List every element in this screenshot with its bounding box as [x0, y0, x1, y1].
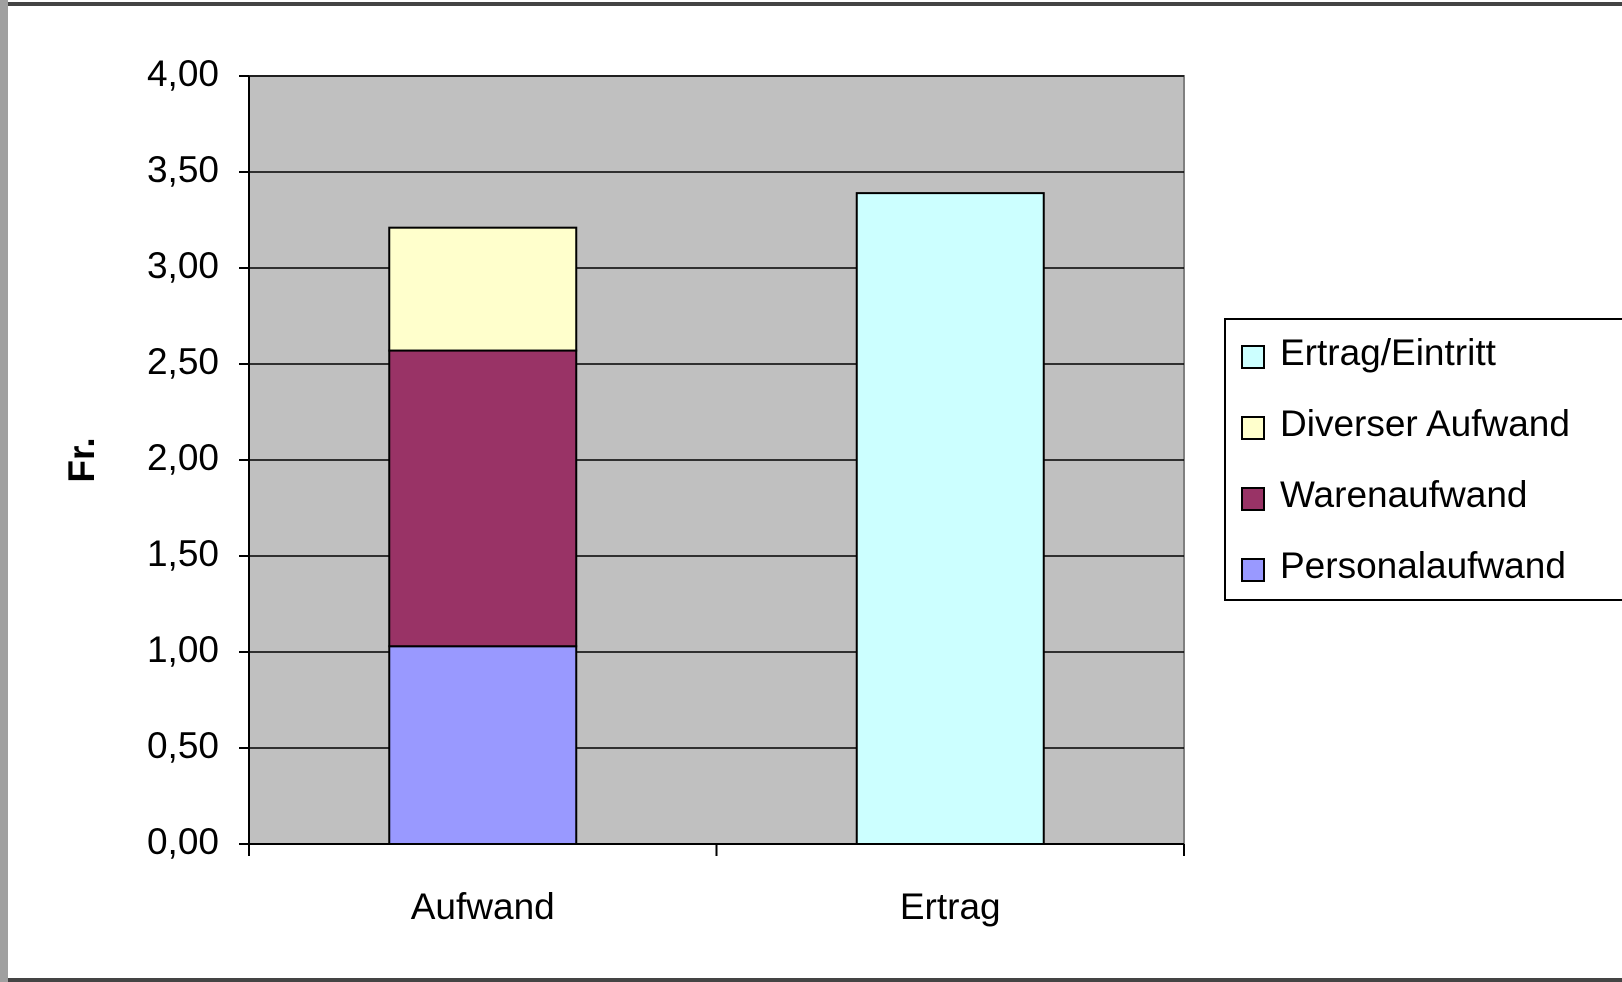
legend-label: Personalaufwand: [1280, 545, 1566, 586]
y-tick-label: 4,00: [147, 53, 219, 94]
y-axis-label: Fr.: [61, 437, 102, 482]
y-tick-label: 3,00: [147, 245, 219, 286]
legend-box: [1224, 318, 1622, 601]
legend-swatch: [1241, 558, 1265, 582]
y-tick-label: 1,50: [147, 533, 219, 574]
legend-label: Ertrag/Eintritt: [1280, 332, 1497, 373]
window-edge: [0, 0, 8, 982]
bar-segment: [388, 645, 578, 845]
y-tick-label: 0,00: [147, 821, 219, 862]
legend-label: Warenaufwand: [1280, 474, 1528, 515]
y-tick-label: 2,00: [147, 437, 219, 478]
y-tick-label: 2,50: [147, 341, 219, 382]
legend-swatch: [1241, 487, 1265, 511]
bar-segment: [388, 226, 578, 352]
bar-segment: [388, 349, 578, 648]
y-tick-label: 1,00: [147, 629, 219, 670]
legend-label: Diverser Aufwand: [1280, 403, 1570, 444]
legend-swatch: [1241, 345, 1265, 369]
legend-swatch: [1241, 416, 1265, 440]
bar-segment: [855, 192, 1045, 845]
y-tick-label: 3,50: [147, 149, 219, 190]
x-tick-label: Aufwand: [411, 886, 555, 927]
x-tick-label: Ertrag: [900, 886, 1001, 927]
y-tick-label: 0,50: [147, 725, 219, 766]
